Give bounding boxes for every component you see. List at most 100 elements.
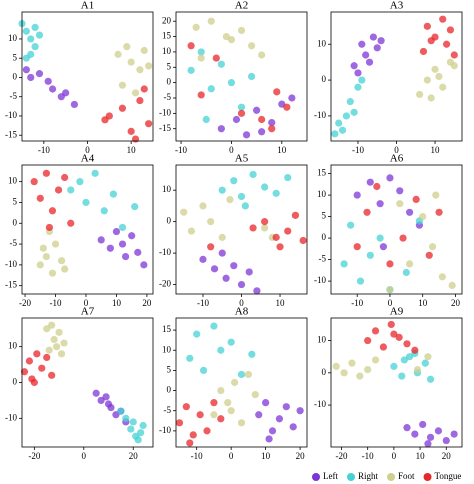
point: [131, 203, 139, 211]
y-tick-label: -10: [159, 425, 171, 435]
x-tick-label: 0: [392, 451, 397, 461]
point: [340, 369, 348, 377]
point: [289, 423, 297, 431]
point: [421, 359, 429, 367]
point: [22, 27, 30, 35]
point: [196, 411, 204, 419]
y-tick-label: 20: [162, 15, 172, 25]
point: [227, 338, 235, 346]
point: [112, 411, 120, 419]
point: [335, 119, 343, 127]
point: [230, 177, 238, 185]
point: [192, 23, 200, 31]
point: [102, 393, 110, 401]
panel-title: A8: [235, 306, 249, 318]
x-tick-label: 0: [84, 298, 89, 308]
point: [42, 169, 50, 177]
y-tick-label: 0: [322, 74, 327, 84]
point: [182, 403, 190, 411]
point: [244, 370, 252, 379]
legend-marker: [312, 473, 320, 481]
point: [202, 115, 210, 124]
y-tick-label: 0: [322, 367, 327, 377]
point: [131, 135, 140, 143]
point: [439, 83, 447, 91]
point: [272, 233, 280, 241]
y-tick-label: -10: [5, 412, 17, 422]
point: [207, 17, 215, 25]
x-tick-label: -10: [352, 145, 364, 155]
point: [403, 424, 411, 432]
point: [262, 399, 270, 407]
point: [118, 81, 127, 89]
y-tick-label: 0: [167, 385, 172, 395]
point: [247, 42, 256, 50]
point: [428, 243, 437, 251]
y-tick-label: -15: [159, 123, 171, 133]
point: [268, 427, 277, 435]
point: [275, 415, 284, 423]
point: [232, 115, 241, 124]
x-tick-label: 20: [142, 298, 152, 308]
point: [258, 128, 266, 136]
point: [237, 109, 246, 117]
legend-label: Tongue: [435, 471, 462, 481]
point: [450, 62, 458, 70]
point: [91, 169, 99, 177]
point: [435, 208, 443, 216]
point: [128, 232, 136, 240]
point: [217, 60, 225, 68]
point: [76, 178, 84, 186]
point: [424, 440, 432, 448]
y-tick-label: -10: [159, 247, 171, 257]
point: [42, 252, 50, 261]
point: [92, 389, 100, 397]
x-tick-label: 0: [394, 145, 399, 155]
point: [419, 213, 427, 221]
point: [203, 427, 211, 435]
point: [30, 178, 38, 186]
point: [265, 435, 273, 443]
x-tick-label: 0: [82, 451, 87, 461]
point: [217, 386, 225, 395]
point: [97, 236, 105, 244]
point: [48, 371, 56, 379]
point: [376, 234, 384, 242]
point: [217, 125, 225, 133]
point: [127, 425, 135, 433]
x-tick-label: 10: [277, 145, 287, 155]
point: [139, 421, 147, 430]
point: [25, 357, 34, 365]
point: [365, 58, 374, 66]
point: [207, 243, 215, 251]
axes-frame: [330, 164, 463, 295]
point: [140, 261, 148, 269]
point: [112, 227, 121, 236]
point: [180, 208, 188, 216]
point: [423, 22, 431, 30]
point: [140, 46, 148, 55]
point: [43, 325, 51, 333]
y-tick-label: 0: [167, 77, 172, 87]
point: [118, 240, 127, 248]
point: [371, 356, 380, 364]
point: [175, 419, 184, 427]
point: [376, 200, 384, 208]
point: [284, 227, 292, 235]
point: [291, 211, 300, 219]
point: [187, 66, 195, 74]
y-tick-label: 10: [8, 176, 18, 186]
legend-marker: [387, 473, 396, 481]
point: [332, 362, 340, 370]
point: [272, 189, 280, 197]
point: [446, 26, 455, 34]
y-tick-label: -5: [164, 405, 172, 415]
point: [100, 207, 108, 215]
point: [193, 330, 201, 338]
x-tick-label: 0: [239, 298, 244, 308]
point: [43, 353, 51, 362]
y-tick-label: 10: [317, 38, 327, 48]
x-tick-label: 10: [431, 145, 441, 155]
point: [434, 427, 443, 435]
point: [62, 89, 70, 97]
